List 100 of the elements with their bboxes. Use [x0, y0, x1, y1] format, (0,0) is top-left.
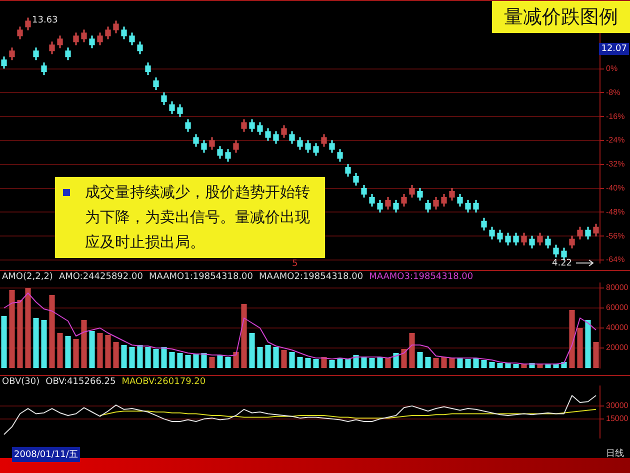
y-tick-label: -56% — [606, 231, 625, 240]
bar — [113, 342, 119, 368]
bar — [513, 364, 519, 368]
bar — [153, 349, 159, 368]
bar — [97, 333, 103, 368]
bar — [449, 358, 455, 368]
bar — [337, 358, 343, 368]
bar — [305, 358, 311, 368]
bar — [593, 342, 599, 368]
text: MAAMO3:19854318.00 — [369, 272, 474, 282]
bar — [577, 328, 583, 368]
bar — [473, 358, 479, 368]
bar — [465, 359, 471, 368]
bar — [25, 288, 31, 368]
bar — [233, 352, 239, 368]
bar — [49, 295, 55, 368]
series-label: AMO:24425892.00 — [58, 272, 143, 282]
bar — [1, 316, 7, 368]
bar — [89, 331, 95, 368]
bar — [353, 355, 359, 368]
bar — [273, 347, 279, 368]
bar — [281, 350, 287, 368]
text: 2008/01/11/五 — [12, 447, 80, 462]
chart-title: 量减价跌图例 — [492, 1, 630, 33]
bar — [265, 345, 271, 368]
bar — [457, 358, 463, 368]
bar — [321, 357, 327, 368]
y-tick-label: -16% — [606, 112, 625, 121]
bar — [145, 347, 151, 368]
bar — [73, 339, 79, 368]
bar — [369, 358, 375, 368]
bar — [65, 336, 71, 368]
bar — [161, 347, 167, 368]
bar — [505, 363, 511, 368]
annotation: 4.22 — [552, 258, 572, 268]
text: OBV:415266.25 — [46, 377, 116, 387]
y-tick-label: -48% — [606, 207, 625, 216]
bar — [257, 347, 263, 368]
chart-title: OBV(30) — [2, 377, 40, 387]
bar — [217, 355, 223, 368]
bar — [425, 357, 431, 368]
text: 12.07 — [599, 43, 629, 55]
bar — [41, 320, 47, 368]
bar — [393, 353, 399, 368]
bar — [377, 357, 383, 368]
bar — [409, 333, 415, 368]
bar — [569, 310, 575, 368]
bar — [345, 359, 351, 368]
bar — [313, 359, 319, 368]
bar — [17, 300, 23, 368]
bar — [177, 353, 183, 368]
bar — [201, 353, 207, 368]
chart-title: AMO(2,2,2) — [2, 272, 53, 282]
text: 日线 — [606, 448, 624, 460]
y-tick-label: 20000 — [606, 343, 629, 352]
y-tick-label: 40000 — [606, 323, 629, 332]
text: MAAMO2:19854318.00 — [259, 272, 364, 282]
y-tick-label: -40% — [606, 183, 625, 192]
bar — [385, 358, 391, 368]
bar — [33, 318, 39, 368]
text: MAAMO1:19854318.00 — [148, 272, 254, 282]
bar — [137, 345, 143, 368]
y-tick-label: 80000 — [606, 283, 629, 292]
y-tick-label: 15000 — [606, 414, 629, 424]
bar — [289, 352, 295, 368]
bar — [401, 349, 407, 368]
bar — [225, 357, 231, 368]
bar — [329, 360, 335, 368]
y-tick-label: 60000 — [606, 303, 629, 312]
text: MAOBV:260179.20 — [122, 377, 206, 387]
y-tick-label: 30000 — [606, 401, 629, 410]
bar — [441, 357, 447, 368]
bar — [417, 352, 423, 368]
bar — [433, 358, 439, 368]
y-tick-label: -64% — [606, 255, 625, 264]
bar — [185, 355, 191, 368]
bar — [481, 360, 487, 368]
bar — [249, 333, 255, 368]
bar — [81, 320, 87, 368]
y-tick-label: -24% — [606, 136, 625, 145]
bar — [585, 320, 591, 368]
annotation: 13.63 — [32, 15, 58, 26]
bar — [105, 335, 111, 368]
y-tick-label: -8% — [606, 88, 620, 97]
annotation: 成交量持续减少，股价趋势开始转为下降，为卖出信号。量减价出现应及时止损出局。 — [85, 183, 310, 251]
bar — [497, 363, 503, 368]
bar — [241, 304, 247, 368]
bar — [209, 357, 215, 368]
bar — [121, 345, 127, 368]
bar — [489, 362, 495, 368]
y-tick-label: 0% — [606, 64, 618, 73]
bar — [169, 352, 175, 368]
bar — [57, 333, 63, 368]
bar — [9, 290, 15, 368]
annotation: 5 — [292, 259, 298, 269]
bar — [297, 357, 303, 368]
bar — [193, 354, 199, 368]
bar — [361, 357, 367, 368]
bar — [129, 347, 135, 368]
y-tick-label: -32% — [606, 160, 625, 169]
